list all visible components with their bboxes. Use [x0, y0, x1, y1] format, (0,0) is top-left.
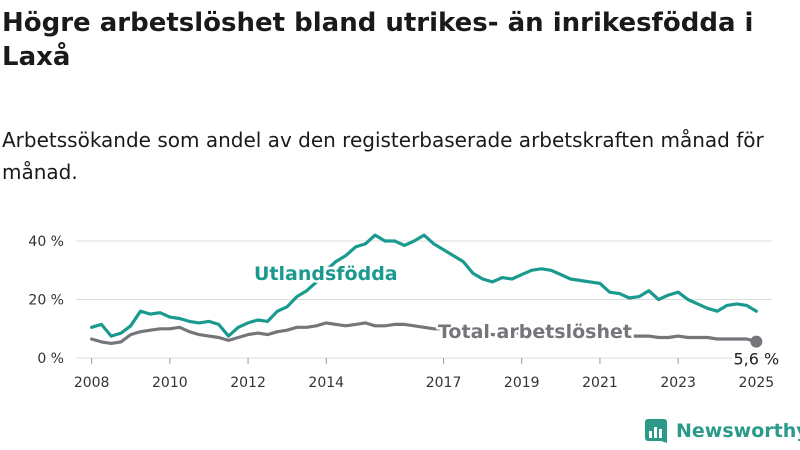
newsworthy-logo-icon — [645, 419, 667, 443]
x-tick-label: 2021 — [582, 375, 618, 391]
brand-logo: Newsworthy — [644, 418, 800, 444]
end-point-marker — [750, 335, 763, 348]
end-value-label: 5,6 % — [733, 350, 779, 369]
x-tick-label: 2010 — [152, 375, 188, 391]
brand-name: Newsworthy — [676, 420, 800, 442]
x-tick-label: 2025 — [739, 375, 775, 391]
x-tick-label: 2014 — [308, 375, 344, 391]
y-tick-label: 0 % — [37, 351, 64, 367]
x-tick-label: 2008 — [74, 375, 110, 391]
chart-subtitle: Arbetssökande som andel av den registerb… — [2, 128, 764, 184]
x-tick-label: 2023 — [660, 375, 696, 391]
series-line-total — [89, 321, 759, 345]
y-tick-label: 20 % — [28, 293, 64, 309]
x-tick-label: 2017 — [426, 375, 462, 391]
series-label-utlandsfodda: Utlandsfödda — [254, 263, 398, 285]
chart-title: Högre arbetslöshet bland utrikes- än inr… — [2, 8, 754, 72]
series-line-utlandsfodda — [89, 233, 759, 338]
x-tick-label: 2012 — [230, 375, 266, 391]
y-tick-label: 40 % — [28, 234, 64, 250]
series-label-total: Total arbetslöshet — [438, 321, 632, 343]
x-tick-label: 2019 — [504, 375, 540, 391]
